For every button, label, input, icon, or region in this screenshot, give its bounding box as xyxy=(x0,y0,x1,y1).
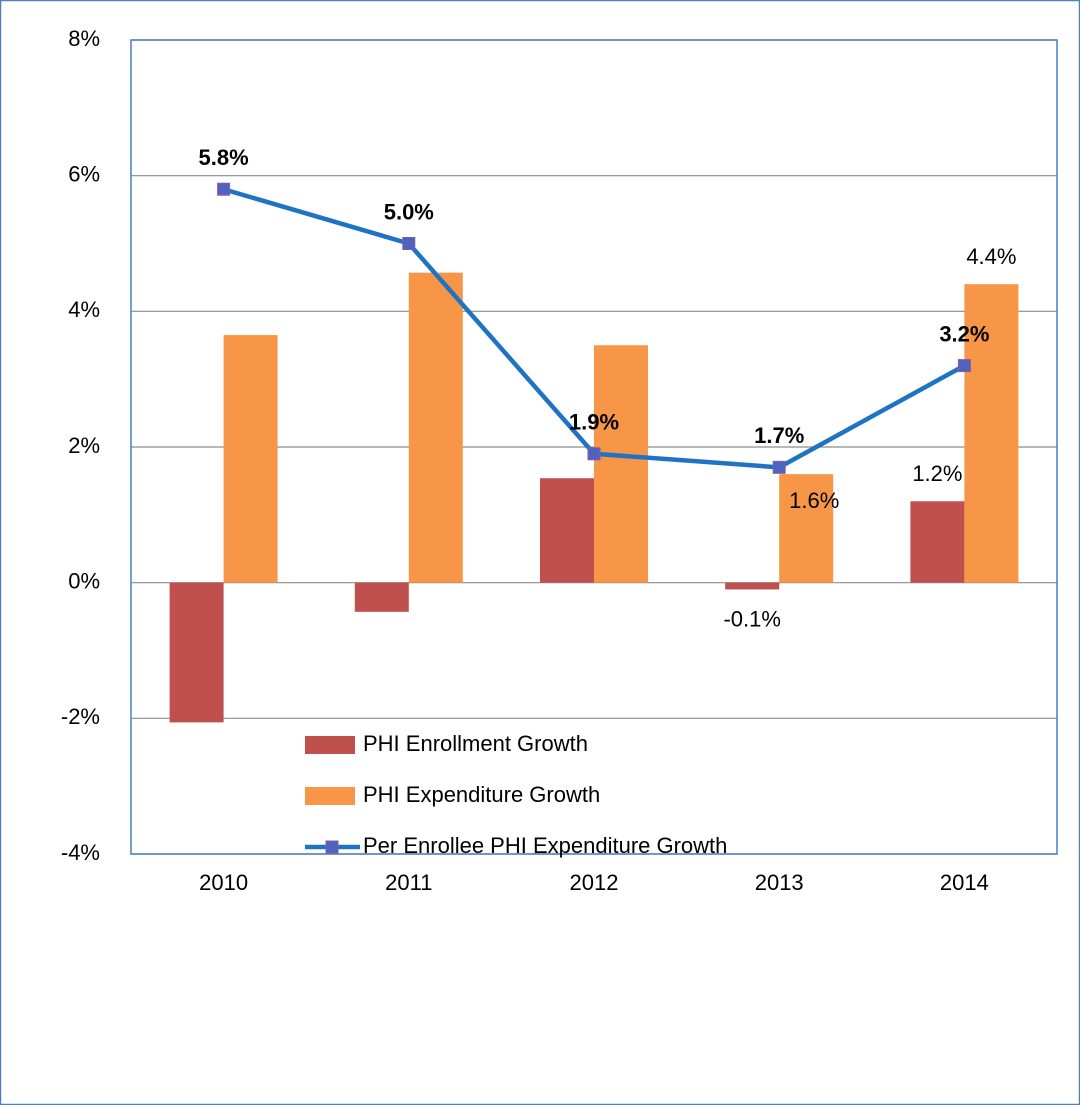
plot-area xyxy=(130,39,1058,855)
legend-swatch xyxy=(305,787,355,805)
bar xyxy=(964,284,1019,583)
y-tick-label: 6% xyxy=(68,161,100,186)
bar xyxy=(223,335,278,583)
data-label: 1.9% xyxy=(569,410,619,435)
bar xyxy=(594,345,648,583)
bar xyxy=(408,272,463,583)
y-tick-label: 8% xyxy=(68,26,100,51)
bar xyxy=(910,501,965,583)
data-label: 1.7% xyxy=(754,423,804,448)
legend-swatch xyxy=(305,736,355,754)
y-tick-label: 4% xyxy=(68,297,100,322)
x-tick-label: 2011 xyxy=(385,870,432,895)
data-label: 5.0% xyxy=(384,199,434,224)
legend-marker xyxy=(325,840,339,854)
line-marker xyxy=(217,182,231,196)
bar xyxy=(779,474,834,583)
legend-label: PHI Expenditure Growth xyxy=(363,782,600,807)
line-marker xyxy=(772,460,786,474)
y-tick-label: -2% xyxy=(61,704,100,729)
y-tick-label: 2% xyxy=(68,433,100,458)
line-marker xyxy=(402,237,416,250)
line-marker xyxy=(957,359,971,373)
line-marker xyxy=(587,447,601,461)
legend-label: Per Enrollee PHI Expenditure Growth xyxy=(363,833,727,858)
data-label: 3.2% xyxy=(939,321,989,346)
x-tick-label: 2012 xyxy=(570,870,619,895)
y-tick-label: 0% xyxy=(68,568,100,593)
bar xyxy=(725,582,780,590)
data-label: -0.1% xyxy=(723,606,780,631)
bar xyxy=(354,582,409,612)
bar xyxy=(169,582,224,723)
data-label: 5.8% xyxy=(199,145,249,170)
legend-label: PHI Enrollment Growth xyxy=(363,731,588,756)
data-label: 4.4% xyxy=(966,244,1016,269)
data-label: 1.6% xyxy=(789,488,839,513)
bar xyxy=(540,478,594,583)
data-label: 1.2% xyxy=(912,461,962,486)
x-tick-label: 2014 xyxy=(940,870,989,895)
y-tick-label: -4% xyxy=(61,840,100,865)
x-tick-label: 2013 xyxy=(755,870,804,895)
x-tick-label: 2010 xyxy=(199,870,248,895)
